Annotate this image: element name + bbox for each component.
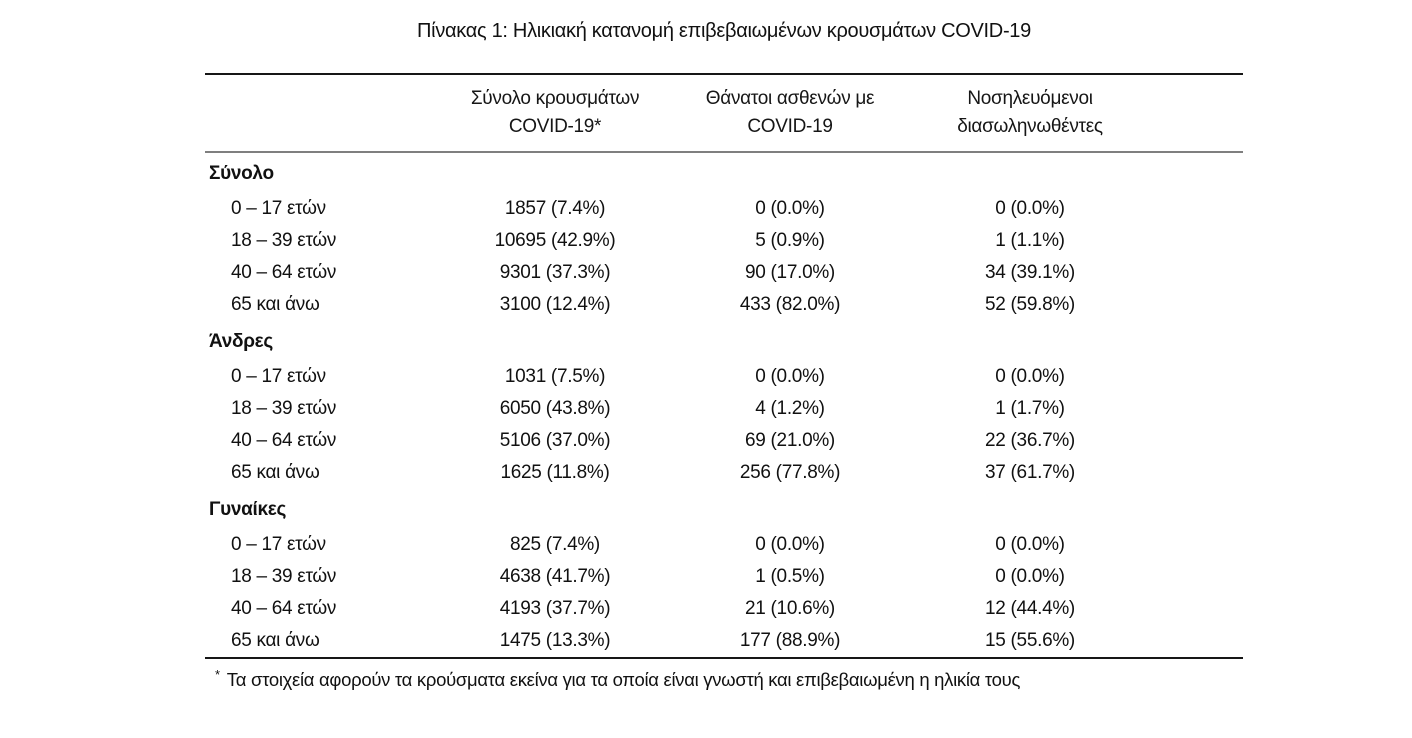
- column-header-deaths-line2: COVID-19: [747, 116, 833, 137]
- deaths-value: 0 (0.0%): [755, 366, 825, 387]
- page-title: Πίνακας 1: Ηλικιακή κατανομή επιβεβαιωμέ…: [417, 20, 1031, 42]
- deaths-value: 177 (88.9%): [739, 630, 841, 651]
- age-label: 0 – 17 ετών: [231, 198, 326, 219]
- intubated-value: 1 (1.1%): [995, 230, 1065, 251]
- section-header-total: Σύνολο: [205, 152, 1243, 193]
- column-header-cases-line2: COVID-19*: [508, 116, 602, 137]
- covid-age-table: Σύνολο κρουσμάτων COVID-19* Θάνατοι ασθε…: [205, 73, 1243, 659]
- footnote-marker: *: [215, 667, 220, 682]
- age-label: 40 – 64 ετών: [231, 262, 337, 283]
- table-body: Σύνολο 0 – 17 ετών 1857 (7.4%) 0 (0.0%) …: [205, 152, 1243, 658]
- table-header: Σύνολο κρουσμάτων COVID-19* Θάνατοι ασθε…: [205, 74, 1243, 153]
- cases-value: 1625 (11.8%): [500, 462, 610, 483]
- deaths-value: 0 (0.0%): [755, 198, 825, 219]
- table-row: 18 – 39 ετών 6050 (43.8%) 4 (1.2%) 1 (1.…: [205, 393, 1243, 425]
- table-row: 0 – 17 ετών 825 (7.4%) 0 (0.0%) 0 (0.0%): [205, 529, 1243, 561]
- cases-value: 9301 (37.3%): [499, 262, 611, 283]
- intubated-value: 52 (59.8%): [985, 294, 1075, 315]
- table-row: 65 και άνω 1625 (11.8%) 256 (77.8%) 37 (…: [205, 457, 1243, 489]
- footnote-text: Τα στοιχεία αφορούν τα κρούσματα εκείνα …: [226, 669, 1021, 691]
- cases-value: 6050 (43.8%): [499, 398, 611, 419]
- table-row: 40 – 64 ετών 5106 (37.0%) 69 (21.0%) 22 …: [205, 425, 1243, 457]
- cases-value: 4638 (41.7%): [499, 566, 611, 587]
- column-header-deaths-line1: Θάνατοι ασθενών με: [705, 88, 875, 109]
- footnote: * Τα στοιχεία αφορούν τα κρούσματα εκείνα…: [205, 662, 1243, 693]
- column-header-cases-line1: Σύνολο κρουσμάτων: [470, 88, 640, 109]
- intubated-value: 37 (61.7%): [985, 462, 1075, 483]
- table-row: 40 – 64 ετών 9301 (37.3%) 90 (17.0%) 34 …: [205, 257, 1243, 289]
- age-label: 65 και άνω: [231, 630, 320, 651]
- deaths-value: 21 (10.6%): [745, 598, 835, 619]
- intubated-value: 22 (36.7%): [985, 430, 1075, 451]
- column-header-empty: [205, 74, 450, 153]
- cases-value: 3100 (12.4%): [499, 294, 611, 315]
- column-header-deaths: Θάνατοι ασθενών με COVID-19: [660, 74, 920, 153]
- cases-value: 5106 (37.0%): [499, 430, 611, 451]
- deaths-value: 0 (0.0%): [755, 534, 825, 555]
- age-label: 18 – 39 ετών: [231, 566, 337, 587]
- column-header-intubated: Νοσηλευόμενοι διασωληνωθέντες: [920, 74, 1140, 153]
- column-header-intubated-line1: Νοσηλευόμενοι: [967, 88, 1093, 109]
- table-row: 65 και άνω 1475 (13.3%) 177 (88.9%) 15 (…: [205, 625, 1243, 658]
- deaths-value: 90 (17.0%): [745, 262, 835, 283]
- intubated-value: 15 (55.6%): [985, 630, 1075, 651]
- table-row: 18 – 39 ετών 4638 (41.7%) 1 (0.5%) 0 (0.…: [205, 561, 1243, 593]
- section-label: Γυναίκες: [209, 499, 287, 520]
- intubated-value: 12 (44.4%): [985, 598, 1075, 619]
- cases-value: 4193 (37.7%): [499, 598, 611, 619]
- table-row: 0 – 17 ετών 1031 (7.5%) 0 (0.0%) 0 (0.0%…: [205, 361, 1243, 393]
- cases-value: 825 (7.4%): [510, 534, 600, 555]
- deaths-value: 256 (77.8%): [739, 462, 841, 483]
- column-header-intubated-line2: διασωληνωθέντες: [957, 116, 1103, 137]
- cases-value: 1475 (13.3%): [499, 630, 611, 651]
- section-label: Σύνολο: [209, 163, 274, 184]
- age-label: 0 – 17 ετών: [231, 366, 326, 387]
- intubated-value: 0 (0.0%): [995, 198, 1065, 219]
- cases-value: 10695 (42.9%): [494, 230, 616, 251]
- intubated-value: 0 (0.0%): [995, 566, 1065, 587]
- column-header-cases: Σύνολο κρουσμάτων COVID-19*: [450, 74, 660, 153]
- intubated-value: 0 (0.0%): [995, 534, 1065, 555]
- header-row: Σύνολο κρουσμάτων COVID-19* Θάνατοι ασθε…: [205, 74, 1243, 153]
- intubated-value: 0 (0.0%): [995, 366, 1065, 387]
- age-label: 65 και άνω: [231, 294, 320, 315]
- deaths-value: 1 (0.5%): [755, 566, 825, 587]
- section-header-men: Άνδρες: [205, 321, 1243, 361]
- section-header-women: Γυναίκες: [205, 489, 1243, 529]
- age-label: 65 και άνω: [231, 462, 320, 483]
- deaths-value: 433 (82.0%): [739, 294, 841, 315]
- intubated-value: 34 (39.1%): [985, 262, 1075, 283]
- table-row: 40 – 64 ετών 4193 (37.7%) 21 (10.6%) 12 …: [205, 593, 1243, 625]
- column-header-spacer: [1140, 74, 1243, 153]
- table-area: Σύνολο κρουσμάτων COVID-19* Θάνατοι ασθε…: [205, 73, 1243, 693]
- deaths-value: 5 (0.9%): [755, 230, 825, 251]
- age-label: 18 – 39 ετών: [231, 398, 337, 419]
- table-row: 0 – 17 ετών 1857 (7.4%) 0 (0.0%) 0 (0.0%…: [205, 193, 1243, 225]
- cases-value: 1857 (7.4%): [504, 198, 606, 219]
- section-label: Άνδρες: [209, 331, 273, 352]
- table-row: 65 και άνω 3100 (12.4%) 433 (82.0%) 52 (…: [205, 289, 1243, 321]
- cases-value: 1031 (7.5%): [504, 366, 606, 387]
- age-label: 40 – 64 ετών: [231, 430, 337, 451]
- age-label: 18 – 39 ετών: [231, 230, 337, 251]
- age-label: 40 – 64 ετών: [231, 598, 337, 619]
- deaths-value: 4 (1.2%): [755, 398, 825, 419]
- table-row: 18 – 39 ετών 10695 (42.9%) 5 (0.9%) 1 (1…: [205, 225, 1243, 257]
- deaths-value: 69 (21.0%): [745, 430, 835, 451]
- intubated-value: 1 (1.7%): [995, 398, 1065, 419]
- age-label: 0 – 17 ετών: [231, 534, 326, 555]
